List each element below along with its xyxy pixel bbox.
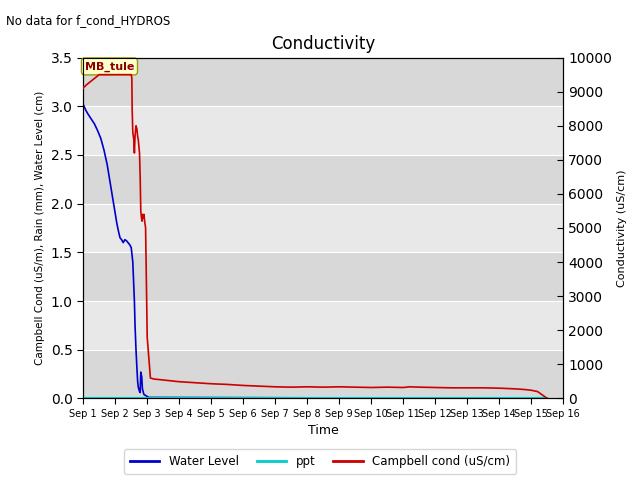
Bar bbox=[83, 155, 563, 204]
Bar bbox=[83, 252, 563, 301]
Title: Conductivity: Conductivity bbox=[271, 35, 375, 53]
Legend: Water Level, ppt, Campbell cond (uS/cm): Water Level, ppt, Campbell cond (uS/cm) bbox=[124, 449, 516, 474]
Bar bbox=[83, 350, 563, 398]
Y-axis label: Campbell Cond (uS/m), Rain (mm), Water Level (cm): Campbell Cond (uS/m), Rain (mm), Water L… bbox=[35, 91, 45, 365]
Bar bbox=[83, 58, 563, 106]
X-axis label: Time: Time bbox=[308, 424, 339, 437]
Y-axis label: Conductivity (uS/cm): Conductivity (uS/cm) bbox=[618, 169, 627, 287]
Text: No data for f_cond_HYDROS: No data for f_cond_HYDROS bbox=[6, 14, 171, 27]
Text: MB_tule: MB_tule bbox=[85, 61, 134, 72]
